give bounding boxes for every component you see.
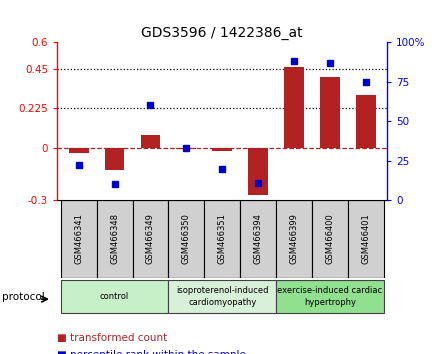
Text: GSM466350: GSM466350	[182, 213, 191, 264]
Text: GSM466401: GSM466401	[361, 213, 370, 264]
Bar	[276, 280, 384, 313]
Text: GSM466394: GSM466394	[253, 213, 263, 264]
Text: ■ percentile rank within the sample: ■ percentile rank within the sample	[57, 350, 246, 354]
Bar	[240, 200, 276, 278]
Text: isoproterenol-induced
cardiomyopathy: isoproterenol-induced cardiomyopathy	[176, 286, 268, 307]
Bar	[61, 200, 97, 278]
Bar	[284, 67, 304, 148]
Bar	[204, 200, 240, 278]
Bar	[248, 148, 268, 195]
Bar	[169, 280, 276, 313]
Text: GSM466399: GSM466399	[290, 213, 298, 264]
Bar	[312, 200, 348, 278]
Bar	[97, 200, 132, 278]
Text: GSM466348: GSM466348	[110, 213, 119, 264]
Bar	[176, 148, 196, 149]
Bar	[132, 200, 169, 278]
Text: control: control	[100, 292, 129, 301]
Bar	[348, 200, 384, 278]
Bar	[169, 200, 204, 278]
Bar	[141, 135, 160, 148]
Text: protocol: protocol	[2, 292, 45, 302]
Bar	[356, 95, 376, 148]
Title: GDS3596 / 1422386_at: GDS3596 / 1422386_at	[141, 26, 303, 40]
Text: GSM466351: GSM466351	[218, 213, 227, 264]
Bar	[69, 148, 88, 153]
Bar	[61, 280, 169, 313]
Text: exercise-induced cardiac
hypertrophy: exercise-induced cardiac hypertrophy	[277, 286, 382, 307]
Bar	[276, 200, 312, 278]
Bar	[320, 78, 340, 148]
Bar	[105, 148, 125, 170]
Text: ■ transformed count: ■ transformed count	[57, 333, 168, 343]
Text: GSM466349: GSM466349	[146, 213, 155, 264]
Bar	[213, 148, 232, 151]
Text: GSM466400: GSM466400	[325, 213, 334, 264]
Text: GSM466341: GSM466341	[74, 213, 83, 264]
